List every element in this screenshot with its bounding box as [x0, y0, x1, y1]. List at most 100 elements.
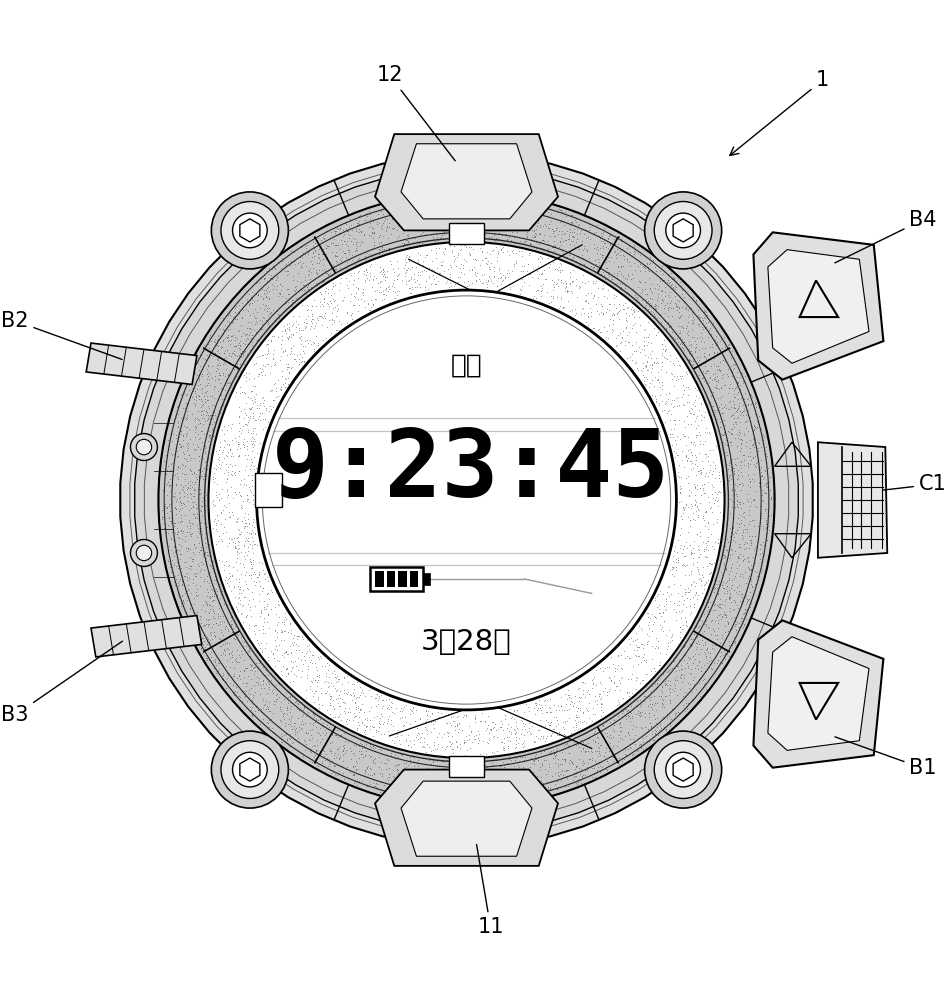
Point — [612, 730, 627, 746]
Point — [258, 696, 273, 712]
Point — [176, 457, 191, 473]
Point — [193, 554, 208, 570]
Point — [682, 441, 697, 457]
Point — [312, 252, 328, 268]
Point — [651, 278, 666, 294]
Point — [705, 579, 720, 595]
Point — [688, 526, 703, 542]
Point — [300, 661, 315, 677]
Point — [642, 280, 657, 296]
Point — [397, 236, 413, 252]
Point — [235, 346, 250, 362]
Point — [724, 499, 739, 515]
Point — [433, 192, 448, 208]
Point — [643, 689, 658, 705]
Point — [442, 238, 457, 254]
Point — [683, 638, 698, 654]
Point — [497, 776, 512, 792]
Point — [672, 577, 687, 593]
Point — [609, 305, 624, 321]
Point — [661, 662, 676, 678]
Point — [627, 284, 642, 300]
Point — [436, 754, 451, 770]
Point — [352, 687, 367, 703]
Point — [200, 573, 215, 589]
Point — [481, 765, 497, 781]
Point — [683, 434, 698, 450]
Point — [515, 786, 531, 802]
Point — [321, 715, 336, 731]
Point — [565, 229, 581, 245]
Point — [170, 406, 185, 422]
Point — [192, 569, 207, 585]
Point — [241, 282, 256, 298]
Point — [231, 463, 246, 479]
Point — [288, 693, 303, 709]
Point — [400, 737, 415, 753]
Point — [406, 732, 421, 748]
Point — [650, 727, 666, 743]
Point — [614, 753, 629, 769]
Point — [505, 778, 520, 794]
Point — [487, 778, 502, 794]
Point — [233, 499, 248, 515]
Point — [511, 708, 526, 724]
Point — [252, 435, 267, 451]
Point — [282, 718, 297, 734]
Point — [683, 537, 698, 553]
Point — [670, 705, 685, 721]
Point — [401, 280, 416, 296]
Point — [683, 650, 698, 666]
Point — [717, 609, 733, 625]
Point — [211, 595, 227, 611]
Point — [721, 505, 736, 521]
Point — [657, 688, 672, 704]
Point — [253, 364, 268, 380]
Point — [700, 489, 715, 505]
Point — [381, 691, 396, 707]
Point — [429, 189, 444, 205]
Point — [244, 472, 260, 488]
Point — [251, 567, 266, 583]
Point — [435, 203, 450, 219]
Point — [649, 289, 665, 305]
Point — [269, 642, 284, 658]
Point — [679, 318, 694, 334]
Point — [686, 394, 701, 410]
Point — [679, 540, 694, 556]
Point — [309, 277, 324, 293]
Point — [228, 539, 243, 555]
Point — [695, 534, 710, 550]
Point — [519, 229, 534, 245]
Point — [183, 549, 198, 565]
Point — [476, 780, 491, 796]
Point — [201, 423, 216, 439]
Point — [349, 720, 364, 736]
Point — [704, 384, 719, 400]
Point — [675, 592, 690, 608]
Point — [507, 764, 522, 780]
Point — [638, 359, 653, 375]
Point — [682, 453, 697, 469]
Point — [306, 230, 321, 246]
Point — [215, 365, 230, 381]
Point — [252, 578, 267, 594]
Point — [627, 355, 642, 371]
Point — [746, 417, 761, 433]
Point — [531, 759, 547, 775]
Point — [464, 262, 480, 278]
Point — [246, 566, 261, 582]
Point — [274, 288, 289, 304]
Point — [350, 281, 365, 297]
Point — [257, 298, 272, 314]
Point — [227, 624, 242, 640]
Point — [263, 601, 278, 617]
Point — [716, 555, 731, 571]
Point — [641, 688, 656, 704]
Point — [343, 704, 358, 720]
Point — [686, 343, 701, 359]
Point — [221, 332, 236, 348]
Point — [241, 314, 256, 330]
Point — [708, 569, 723, 585]
Point — [628, 343, 643, 359]
